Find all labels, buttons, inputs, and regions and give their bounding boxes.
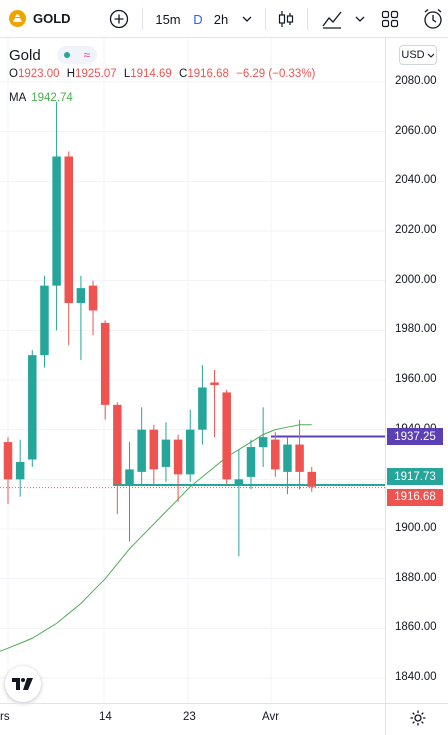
candle-down	[100, 322, 110, 405]
chevron-down-icon	[355, 16, 365, 22]
indicator-price-tag: 1917.73	[387, 468, 443, 486]
price-axis-label: 1900.00	[395, 522, 437, 534]
candle-down	[222, 392, 231, 480]
currency-label: USD	[401, 49, 425, 61]
candle-up	[28, 355, 37, 460]
candle-down	[271, 439, 280, 470]
delayed-data-icon: ≈	[83, 48, 91, 62]
chevron-down-icon	[427, 53, 434, 58]
settings-button[interactable]	[409, 709, 427, 732]
low-label: L	[123, 68, 131, 80]
legend-title: Gold	[9, 47, 41, 64]
candle-up	[76, 288, 86, 304]
alarm-clock-icon	[424, 9, 442, 29]
low-value: 1914.69	[130, 68, 172, 80]
interval-2h-button[interactable]: 2h	[213, 11, 229, 27]
legend-status-pill[interactable]: ≈	[57, 46, 97, 64]
close-value: 1916.68	[187, 68, 229, 80]
price-axis-label: 1880.00	[395, 571, 437, 584]
indicators-dropdown[interactable]	[352, 7, 368, 31]
candles-icon	[278, 11, 294, 27]
time-label: 23	[183, 711, 196, 723]
open-label: O	[9, 68, 18, 80]
high-value: 1925.07	[75, 68, 117, 80]
candle-up	[40, 285, 49, 356]
time-axis[interactable]	[0, 703, 448, 735]
candle-up	[234, 479, 244, 485]
top-toolbar: GOLD 15m D 2h	[0, 0, 448, 38]
indicators-icon	[322, 11, 342, 29]
interval-15m-button[interactable]: 15m	[155, 11, 181, 27]
current-price-tag: 1916.68	[387, 488, 443, 506]
time-label: rs	[0, 711, 10, 723]
candle-down	[295, 444, 304, 472]
candle-up	[137, 429, 146, 472]
candle-up	[283, 444, 292, 472]
tradingview-logo-icon	[12, 678, 33, 690]
interval-d-button[interactable]: D	[193, 11, 203, 27]
candle-down	[173, 439, 183, 475]
symbol-selector[interactable]: GOLD	[9, 10, 71, 27]
chevron-down-icon	[242, 16, 252, 22]
ma-legend[interactable]: MA 1942.74	[9, 92, 73, 104]
symbol-label: GOLD	[33, 11, 71, 26]
gear-icon	[410, 710, 426, 726]
price-axis-label: 2020.00	[395, 224, 437, 236]
candle-up	[52, 156, 61, 286]
high-label: H	[66, 68, 76, 80]
toolbar-divider	[307, 8, 308, 30]
price-axis-label: 1860.00	[395, 621, 437, 634]
candle-up	[15, 461, 25, 480]
candle-down	[3, 442, 13, 480]
ma-label: MA	[9, 92, 27, 104]
indicators-button[interactable]	[320, 7, 344, 31]
price-axis-label: 1960.00	[395, 373, 437, 385]
candle-down	[307, 471, 316, 487]
open-value: 1923.00	[17, 68, 60, 80]
grid-layout-icon	[381, 10, 399, 28]
close-label: C	[179, 68, 188, 80]
price-line-tag: 1937.25	[387, 428, 443, 446]
candle-up	[186, 429, 195, 475]
chart-type-button[interactable]	[274, 7, 298, 31]
add-symbol-button[interactable]	[107, 7, 131, 31]
candle-down	[88, 285, 98, 311]
tradingview-logo[interactable]	[5, 666, 41, 702]
price-chart[interactable]	[0, 38, 385, 703]
gold-symbol-icon	[9, 10, 26, 27]
layout-button[interactable]	[378, 7, 402, 31]
price-axis-label: 2080.00	[395, 75, 437, 87]
candle-down	[64, 156, 73, 304]
candle-down	[149, 429, 159, 470]
candle-up	[258, 437, 268, 448]
price-axis-label: 2000.00	[395, 273, 437, 286]
toolbar-divider	[265, 8, 266, 30]
alert-button[interactable]	[420, 7, 446, 31]
ma-value: 1942.74	[31, 92, 73, 104]
candle-up	[198, 387, 207, 430]
candle-down	[113, 404, 122, 485]
change-value: −6.29 (−0.33%)	[236, 68, 316, 80]
ohlc-values: O1923.00 H1925.07 L1914.69 C1916.68 −6.2…	[9, 68, 319, 80]
candle-down	[210, 382, 219, 385]
candle-up	[246, 447, 256, 477]
price-axis-label: 1980.00	[395, 323, 437, 336]
price-axis-label: 1840.00	[395, 671, 437, 683]
interval-dropdown[interactable]	[238, 7, 256, 31]
axis-corner-divider	[385, 703, 386, 735]
time-label: 14	[99, 711, 112, 723]
price-axis-border	[385, 38, 386, 735]
candle-up	[125, 469, 134, 485]
candle-up	[161, 439, 171, 467]
market-open-icon	[63, 52, 70, 58]
price-axis-label: 2060.00	[395, 124, 437, 137]
toolbar-divider	[142, 8, 143, 30]
plus-circle-icon	[109, 9, 129, 29]
price-axis-label: 2040.00	[395, 174, 437, 187]
currency-selector[interactable]: USD	[399, 45, 437, 65]
time-label: Avr	[262, 711, 280, 723]
